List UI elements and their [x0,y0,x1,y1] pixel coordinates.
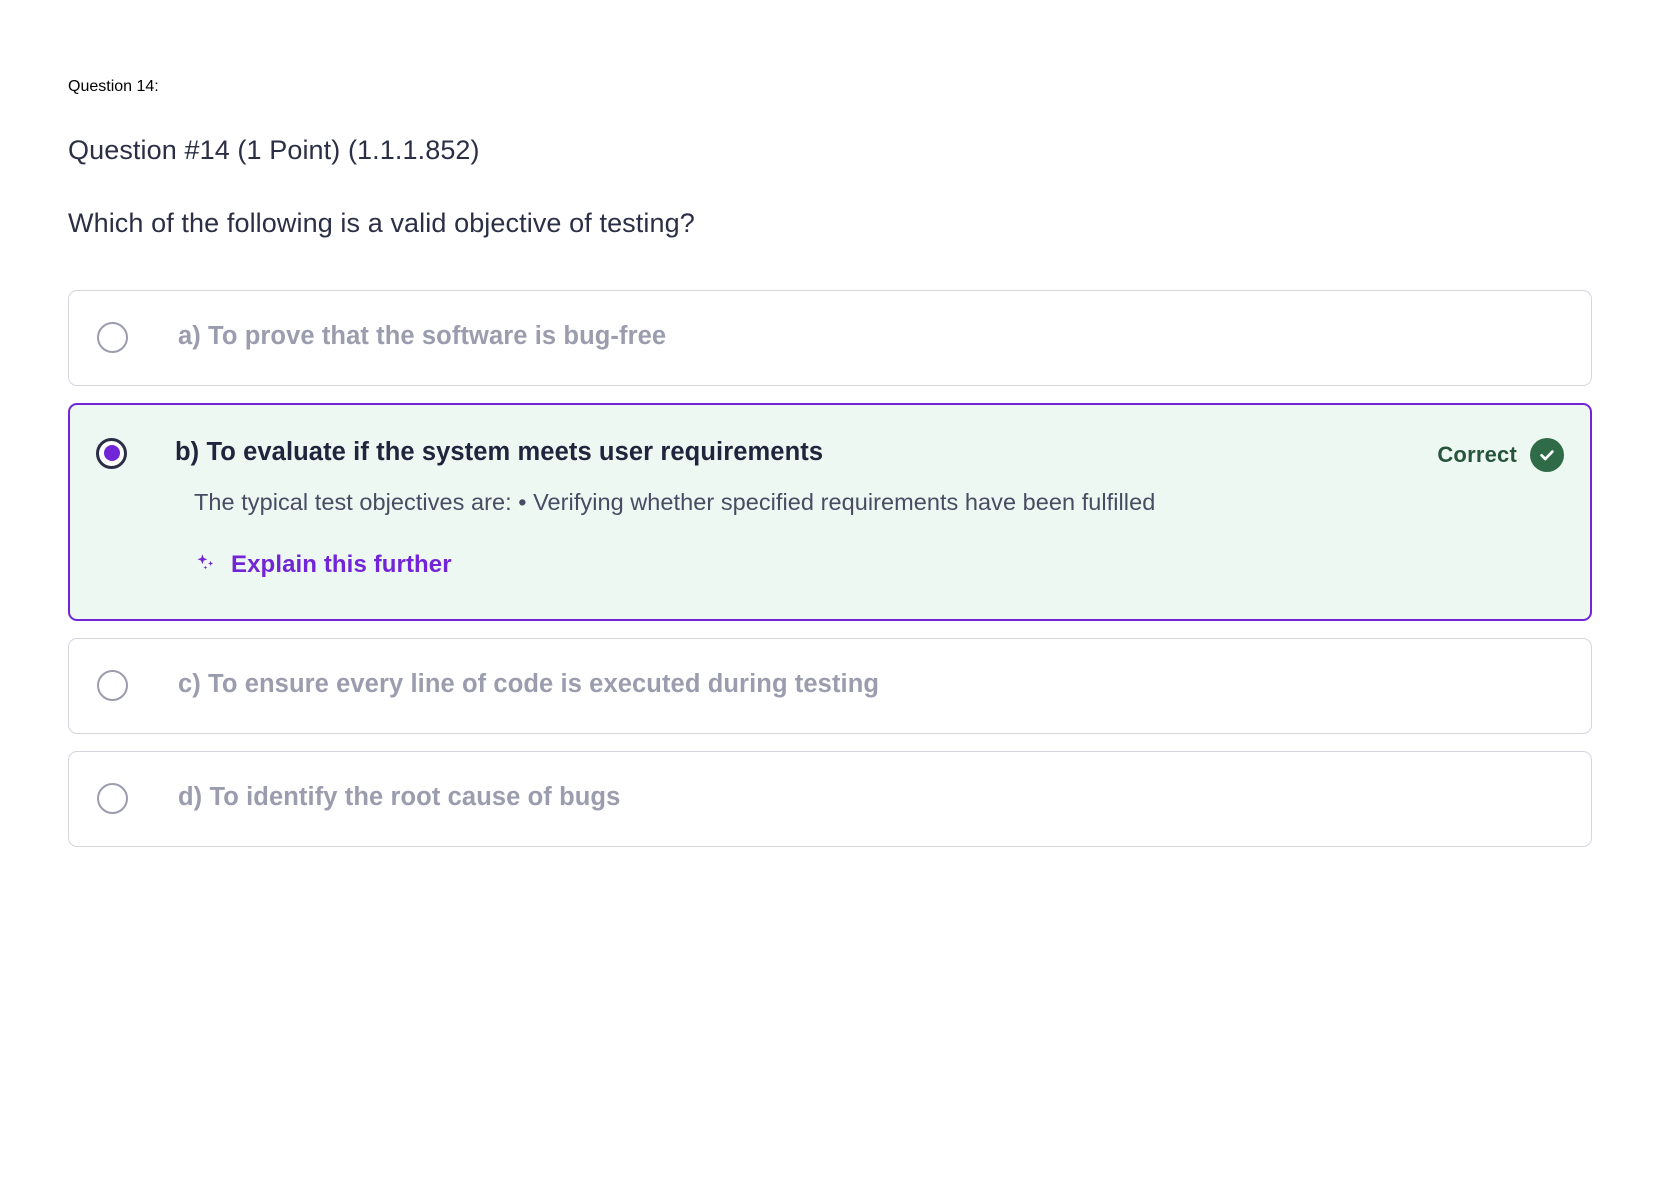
check-circle-icon [1530,437,1564,472]
explain-further-link[interactable]: Explain this further [194,551,452,580]
answer-option-a[interactable]: a) To prove that the software is bug-fre… [68,289,1592,386]
answer-option-b-label: b) To evaluate if the system meets user … [175,437,824,466]
question-label: Question 14: [68,78,159,95]
answer-option-c-label: c) To ensure every line of code is execu… [178,669,880,698]
answer-option-a-label: a) To prove that the software is bug-fre… [178,321,667,350]
answer-option-b[interactable]: b) To evaluate if the system meets user … [68,402,1592,621]
answer-options-list: a) To prove that the software is bug-fre… [68,289,1592,847]
answer-explanation: The typical test objectives are: • Verif… [194,488,1156,515]
radio-unchecked-icon[interactable] [97,321,128,353]
answer-option-d[interactable]: d) To identify the root cause of bugs [68,750,1592,847]
question-meta: Question #14 (1 Point) (1.1.1.852) [68,135,480,165]
answer-option-b-row: b) To evaluate if the system meets user … [96,437,1564,472]
radio-checked-icon[interactable] [96,437,127,469]
status-badge: Correct [1437,437,1564,472]
question-prompt: Which of the following is a valid object… [68,208,695,239]
explain-further-label: Explain this further [231,551,452,579]
radio-unchecked-icon[interactable] [97,782,128,814]
sparkle-icon [194,551,218,580]
status-badge-label: Correct [1437,441,1517,467]
answer-option-c[interactable]: c) To ensure every line of code is execu… [68,637,1592,734]
radio-unchecked-icon[interactable] [97,669,128,701]
answer-option-d-label: d) To identify the root cause of bugs [178,782,621,811]
